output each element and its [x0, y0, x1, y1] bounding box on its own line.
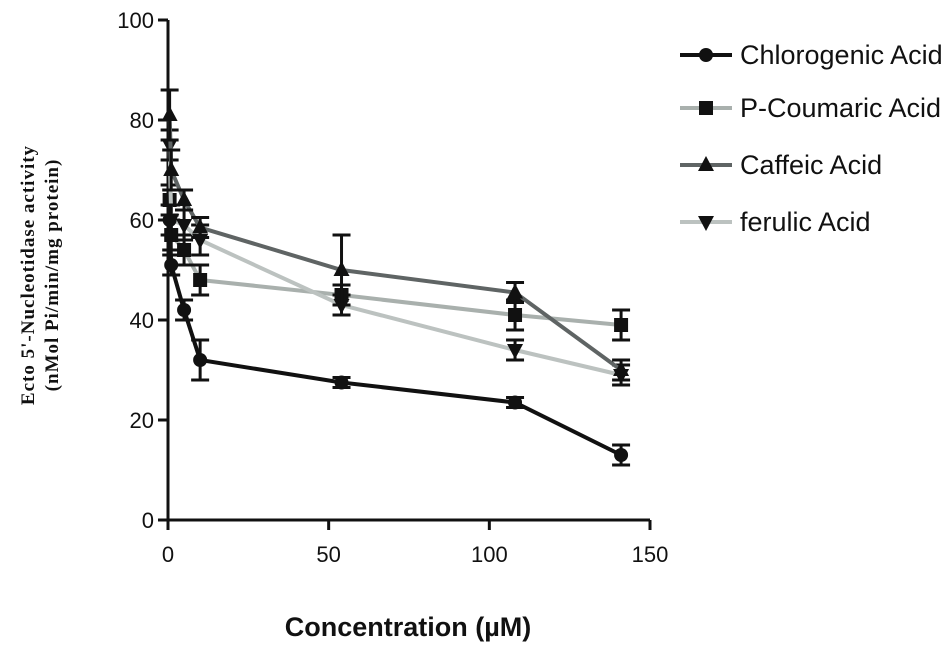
- y-tick-label: 60: [130, 208, 154, 233]
- y-tick-label: 40: [130, 308, 154, 333]
- marker-circle: [334, 375, 349, 390]
- legend: Chlorogenic Acid P-Coumaric Acid Caffeic A…: [680, 40, 943, 237]
- marker-square: [699, 101, 713, 115]
- marker-circle: [177, 303, 192, 317]
- marker-triangle-up: [333, 261, 350, 276]
- marker-triangle-up: [192, 218, 209, 234]
- x-tick-label: 0: [162, 542, 174, 567]
- legend-label: Caffeic Acid: [740, 150, 882, 180]
- series-line: [167, 114, 623, 372]
- marker-square: [193, 273, 208, 287]
- marker-circle: [699, 48, 713, 62]
- marker-triangle-up: [507, 283, 524, 299]
- legend-item: Caffeic Acid: [680, 150, 882, 180]
- marker-square: [177, 243, 192, 257]
- marker-square: [508, 308, 523, 322]
- y-axis-label-line1: Ecto 5'-Nucleotidase activity: [18, 145, 39, 405]
- marker-circle: [614, 448, 629, 462]
- x-tick-label: 150: [632, 542, 669, 567]
- series-line: [167, 199, 622, 327]
- series-line: [167, 144, 622, 377]
- legend-label: ferulic Acid: [740, 207, 871, 237]
- legend-label: Chlorogenic Acid: [740, 40, 943, 70]
- marker-circle: [193, 353, 208, 367]
- marker-circle: [162, 213, 177, 227]
- marker-triangle-down: [507, 344, 524, 359]
- y-tick-label: 20: [130, 408, 154, 433]
- x-axis-label: Concentration (µM): [285, 612, 532, 642]
- y-tick-label: 100: [117, 8, 154, 33]
- x-tick-label: 50: [316, 542, 340, 567]
- y-axis-label-line2: (nMol Pi/min/mg protein): [42, 159, 63, 392]
- marker-circle: [508, 395, 523, 410]
- marker-circle: [164, 258, 179, 272]
- marker-square: [614, 318, 629, 332]
- series-caffeic-acid: [160, 88, 631, 382]
- marker-triangle-down: [698, 216, 714, 231]
- series-chlorogenic-acid: [160, 203, 631, 467]
- axes: 0 20 40 60 80 100 0 50 100 150: [117, 8, 668, 567]
- y-tick-label: 0: [142, 508, 154, 533]
- y-tick-label: 80: [130, 108, 154, 133]
- series-group: [160, 88, 631, 467]
- marker-triangle-up: [613, 361, 630, 376]
- legend-item: P-Coumaric Acid: [680, 93, 941, 123]
- marker-triangle-up: [176, 191, 193, 206]
- legend-label: P-Coumaric Acid: [740, 93, 941, 123]
- legend-item: Chlorogenic Acid: [680, 40, 943, 70]
- marker-triangle-up: [698, 156, 714, 171]
- marker-triangle-up: [163, 161, 180, 176]
- series-ferulic-acid: [160, 128, 631, 387]
- series-p-coumaric-acid: [160, 183, 631, 342]
- marker-triangle-up: [161, 106, 178, 121]
- legend-item: ferulic Acid: [680, 207, 871, 237]
- marker-triangle-down: [176, 219, 193, 234]
- x-tick-label: 100: [471, 542, 508, 567]
